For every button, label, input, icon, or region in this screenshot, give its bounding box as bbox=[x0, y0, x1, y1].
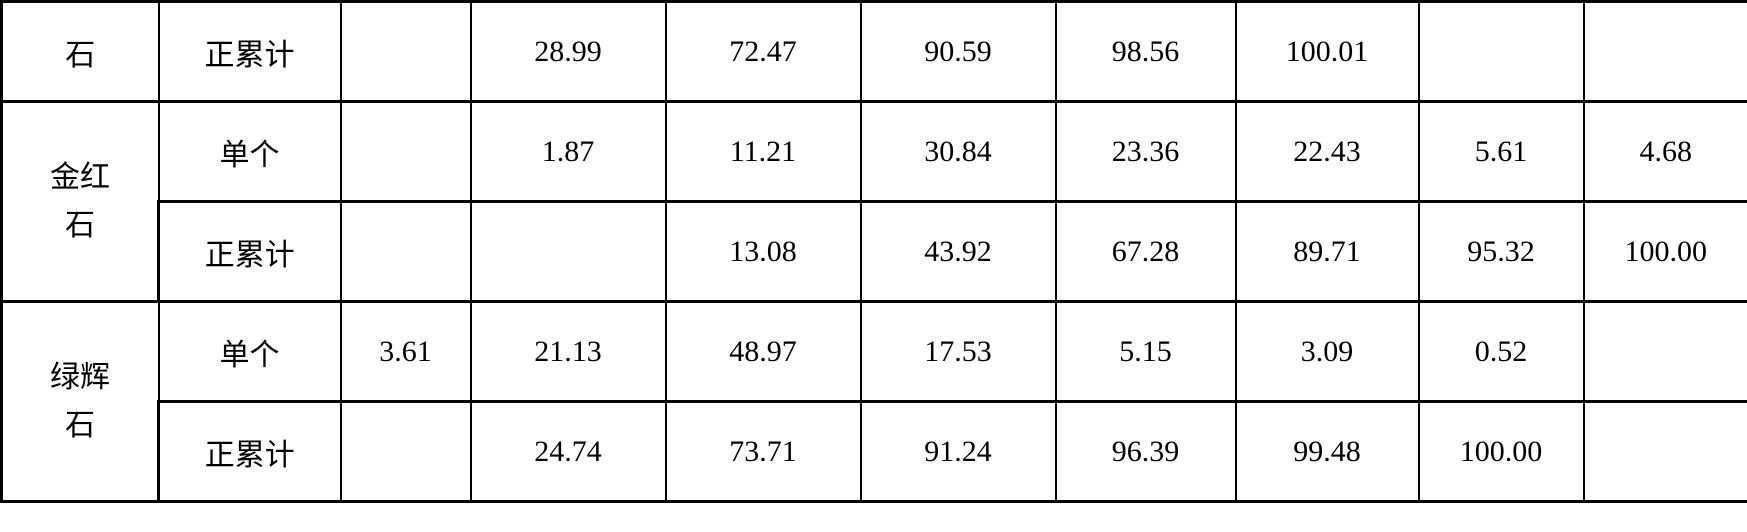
cell: 30.84 bbox=[861, 102, 1056, 202]
cell: 17.53 bbox=[861, 302, 1056, 402]
cell bbox=[1584, 402, 1747, 502]
row-label: 单个 bbox=[159, 102, 341, 202]
group-label-upper: 绿辉 bbox=[7, 363, 153, 393]
cell: 100.00 bbox=[1419, 402, 1584, 502]
cell bbox=[471, 202, 666, 302]
cell: 73.71 bbox=[666, 402, 861, 502]
cell: 3.09 bbox=[1236, 302, 1419, 402]
row-label: 正累计 bbox=[159, 2, 341, 102]
group-label: 绿辉 石 bbox=[2, 302, 159, 502]
cell bbox=[1419, 2, 1584, 102]
cell: 22.43 bbox=[1236, 102, 1419, 202]
row-label: 正累计 bbox=[159, 202, 341, 302]
cell: 48.97 bbox=[666, 302, 861, 402]
row-label: 单个 bbox=[159, 302, 341, 402]
table-row: 金红 石 单个 1.87 11.21 30.84 23.36 22.43 5.6… bbox=[2, 102, 1747, 202]
table-row: 正累计 13.08 43.92 67.28 89.71 95.32 100.00 bbox=[2, 202, 1747, 302]
cell: 100.01 bbox=[1236, 2, 1419, 102]
group-label-upper: 金红 bbox=[7, 163, 153, 193]
cell: 43.92 bbox=[861, 202, 1056, 302]
cell bbox=[1584, 302, 1747, 402]
cell: 72.47 bbox=[666, 2, 861, 102]
table-row: 正累计 24.74 73.71 91.24 96.39 99.48 100.00 bbox=[2, 402, 1747, 502]
cell: 67.28 bbox=[1056, 202, 1236, 302]
cell: 99.48 bbox=[1236, 402, 1419, 502]
cell: 4.68 bbox=[1584, 102, 1747, 202]
group-label-lower: 石 bbox=[7, 411, 153, 441]
data-table: 石 正累计 28.99 72.47 90.59 98.56 100.01 金红 … bbox=[0, 0, 1747, 503]
cell: 98.56 bbox=[1056, 2, 1236, 102]
row-label: 正累计 bbox=[159, 402, 341, 502]
group-label-lower: 石 bbox=[7, 211, 153, 241]
cell: 100.00 bbox=[1584, 202, 1747, 302]
cell bbox=[341, 402, 471, 502]
cell: 96.39 bbox=[1056, 402, 1236, 502]
group-label: 金红 石 bbox=[2, 102, 159, 302]
group-label: 石 bbox=[2, 2, 159, 102]
cell: 3.61 bbox=[341, 302, 471, 402]
cell bbox=[1584, 2, 1747, 102]
cell: 24.74 bbox=[471, 402, 666, 502]
cell: 28.99 bbox=[471, 2, 666, 102]
cell: 5.15 bbox=[1056, 302, 1236, 402]
cell: 1.87 bbox=[471, 102, 666, 202]
cell: 95.32 bbox=[1419, 202, 1584, 302]
table-row: 绿辉 石 单个 3.61 21.13 48.97 17.53 5.15 3.09… bbox=[2, 302, 1747, 402]
cell bbox=[341, 202, 471, 302]
cell: 23.36 bbox=[1056, 102, 1236, 202]
cell bbox=[341, 2, 471, 102]
cell: 91.24 bbox=[861, 402, 1056, 502]
cell: 11.21 bbox=[666, 102, 861, 202]
cell: 5.61 bbox=[1419, 102, 1584, 202]
cell: 90.59 bbox=[861, 2, 1056, 102]
cell: 89.71 bbox=[1236, 202, 1419, 302]
cell: 0.52 bbox=[1419, 302, 1584, 402]
table-row: 石 正累计 28.99 72.47 90.59 98.56 100.01 bbox=[2, 2, 1747, 102]
cell: 21.13 bbox=[471, 302, 666, 402]
cell bbox=[341, 102, 471, 202]
cell: 13.08 bbox=[666, 202, 861, 302]
